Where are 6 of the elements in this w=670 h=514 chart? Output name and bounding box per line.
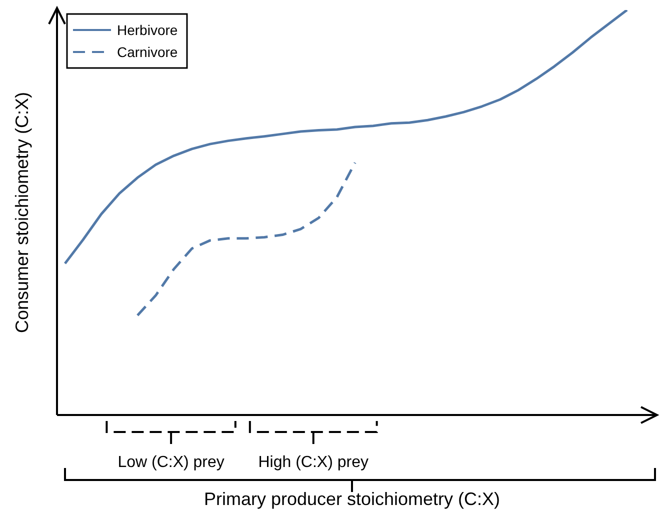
legend-label: Herbivore bbox=[117, 22, 178, 38]
x-axis-title: Primary producer stoichiometry (C:X) bbox=[204, 489, 500, 509]
text: Low (C:X) prey bbox=[118, 454, 224, 471]
text: High (C:X) prey bbox=[258, 454, 368, 471]
legend-label: Carnivore bbox=[117, 44, 178, 60]
y-axis-title: Consumer stoichiometry (C:X) bbox=[12, 92, 32, 334]
